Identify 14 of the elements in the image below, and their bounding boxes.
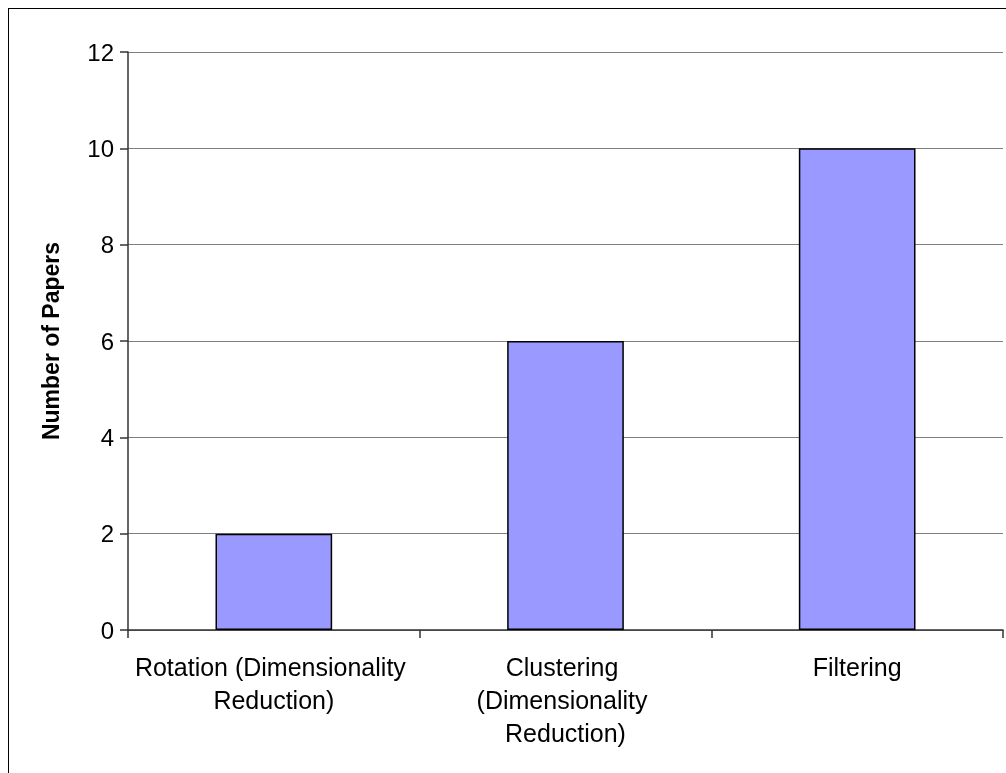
y-tick-label: 6 [100,327,114,355]
bar [507,341,624,630]
y-tick-label: 12 [87,38,114,66]
y-tick-label: 8 [100,231,114,259]
x-tick-label: Rotation (Dimensionality Reduction) [134,652,413,714]
y-tick-label: 0 [100,616,114,644]
bar [215,533,333,630]
y-tick-label: 4 [100,423,114,451]
y-tick-label: 2 [100,520,114,548]
y-axis-title: Number of Papers [37,241,64,441]
x-tick-label: Filtering [812,652,902,681]
bar [798,148,916,630]
x-tick-label: Clustering (Dimensionality Reduction) [476,652,655,747]
y-tick-label: 10 [87,134,114,162]
